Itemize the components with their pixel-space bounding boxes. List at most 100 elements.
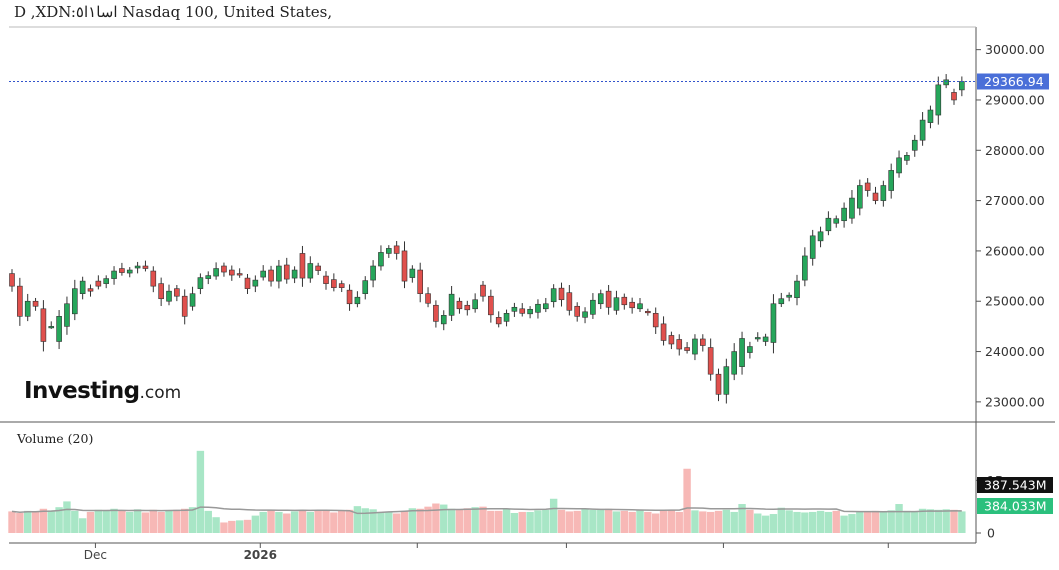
volume-bar [502, 509, 511, 533]
volume-bar [479, 506, 487, 533]
candle [229, 265, 235, 281]
volume-bar [251, 515, 260, 533]
volume-bar [118, 510, 126, 533]
volume-bar [196, 450, 205, 533]
candle [393, 240, 400, 260]
volume-bar [377, 511, 385, 533]
candle [668, 331, 675, 350]
candle [488, 289, 494, 323]
candle [660, 316, 667, 346]
volume-bar [691, 510, 699, 533]
candle [95, 275, 102, 290]
volume-bar [432, 503, 440, 533]
chart-title: D ,XDN:اسا١ا٥ Nasdaq 100, United States, [14, 3, 333, 21]
candle [747, 341, 753, 359]
price-tick-label: 29000.00 [985, 92, 1045, 107]
candle [268, 265, 274, 287]
candle [480, 280, 486, 302]
candle [24, 293, 31, 322]
volume-bar [911, 511, 919, 533]
volume-bar [204, 510, 212, 533]
volume-bar [8, 511, 16, 533]
candle [103, 275, 109, 289]
candle [331, 273, 337, 292]
volume-bar [777, 507, 785, 533]
candle [409, 265, 416, 283]
volume-ma-label: 387.543M [984, 478, 1046, 493]
volume-bar [290, 511, 299, 533]
volume-bars [8, 450, 966, 533]
candle [778, 292, 785, 308]
candle [833, 215, 840, 228]
candle [856, 179, 863, 216]
volume-bar [408, 508, 417, 533]
volume-bar [487, 510, 495, 533]
volume-bar [769, 514, 778, 533]
candle [417, 262, 424, 303]
candle [590, 293, 596, 319]
candle [150, 266, 157, 293]
volume-bar [235, 520, 244, 533]
volume-bar [801, 512, 809, 533]
candle [786, 292, 792, 302]
volume-bar [86, 511, 95, 533]
candle [362, 276, 369, 300]
time-tick-label: Dec [84, 548, 107, 562]
logo-main-text: Investing [24, 378, 140, 404]
volume-tag: 384.033M [977, 498, 1053, 514]
candle [542, 297, 549, 313]
volume-bar [761, 515, 770, 533]
candle [472, 293, 478, 313]
candle [252, 275, 259, 293]
candle [645, 308, 651, 316]
candle [911, 134, 918, 157]
candle [684, 342, 690, 354]
volume-bar [173, 509, 181, 533]
candle [731, 343, 738, 381]
candle [9, 269, 15, 292]
candle [582, 307, 588, 324]
volume-bar [706, 511, 715, 533]
price-tick-label: 26000.00 [985, 243, 1045, 258]
volume-bar [330, 512, 338, 533]
candle [244, 273, 251, 295]
volume-bar [338, 510, 346, 533]
candle [464, 300, 471, 316]
candle [456, 297, 463, 314]
candle [692, 334, 698, 361]
candle [221, 262, 227, 277]
candle [425, 287, 431, 308]
volume-bar [887, 510, 895, 533]
investing-logo: Investing.com [24, 378, 181, 404]
volume-bar [141, 512, 150, 533]
candle [864, 178, 871, 197]
candle [896, 150, 902, 178]
volume-tick-label: 0 [987, 526, 995, 541]
volume-bar [683, 468, 691, 533]
candle [849, 190, 855, 224]
volume-bar [510, 512, 519, 533]
candle [433, 300, 439, 328]
volume-bar [958, 511, 966, 533]
candle [927, 105, 934, 129]
volume-bar [102, 510, 110, 533]
time-tick-label: 2026 [244, 548, 277, 562]
volume-bar [926, 509, 935, 533]
candle [637, 297, 643, 313]
candle [338, 280, 345, 293]
volume-bar [597, 509, 605, 533]
volume-bar [526, 511, 534, 533]
volume-bar [78, 518, 87, 533]
candle [809, 229, 816, 266]
candle [825, 211, 832, 236]
candle [276, 259, 282, 289]
volume-bar [157, 511, 165, 533]
volume-bar [918, 508, 927, 533]
candle [605, 284, 612, 315]
candle [119, 262, 125, 276]
volume-bar [495, 510, 503, 533]
candle [181, 289, 188, 325]
candle [315, 262, 321, 275]
candle [707, 338, 714, 381]
candle [519, 303, 526, 317]
